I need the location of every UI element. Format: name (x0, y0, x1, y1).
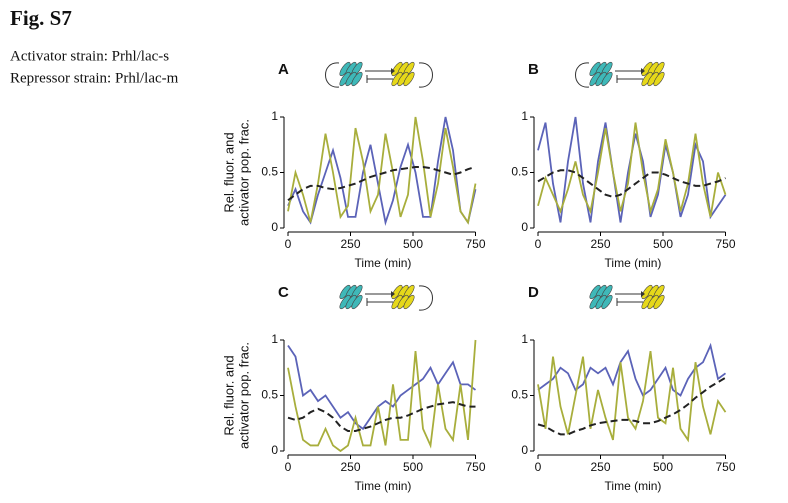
y-tick-label: 0 (521, 443, 528, 457)
cell (653, 71, 665, 87)
network-icon (325, 61, 433, 88)
x-tick-label: 500 (653, 237, 673, 251)
series-line (537, 122, 727, 218)
y-tick-label: 1 (271, 332, 278, 346)
x-tick-label: 500 (653, 460, 673, 474)
series-line (287, 116, 477, 226)
x-tick-label: 250 (340, 460, 360, 474)
x-tick-label: 250 (340, 237, 360, 251)
x-tick-label: 0 (285, 460, 292, 474)
x-tick-label: 250 (590, 237, 610, 251)
arrowhead (391, 291, 395, 297)
panel-label: B (528, 61, 539, 78)
arrowhead (641, 291, 645, 297)
x-tick-label: 250 (590, 460, 610, 474)
y-tick-label: 0.5 (511, 388, 528, 402)
x-tick-label: 0 (285, 237, 292, 251)
x-tick-label: 750 (465, 460, 485, 474)
y-tick-label: 0.5 (261, 165, 278, 179)
y-axis-label: activator pop. frac. (236, 342, 251, 449)
x-tick-label: 750 (465, 237, 485, 251)
y-tick-label: 0 (521, 220, 528, 234)
series-line (537, 350, 727, 443)
cell (403, 294, 415, 310)
y-tick-label: 0.5 (261, 388, 278, 402)
y-tick-label: 0 (271, 443, 278, 457)
strain-note: Activator strain: Prhl/lac-s (10, 48, 169, 64)
y-tick-label: 1 (521, 109, 528, 123)
arrowhead (391, 68, 395, 74)
y-tick-label: 0 (271, 220, 278, 234)
loop (418, 62, 433, 88)
panel-label: A (278, 61, 289, 78)
series-line (287, 116, 477, 225)
series-line (287, 345, 477, 431)
arrowhead (641, 68, 645, 74)
cell (653, 294, 665, 310)
network-icon (339, 284, 433, 311)
x-tick-label: 750 (715, 460, 735, 474)
series-line (537, 116, 727, 223)
loop (325, 62, 340, 88)
cell (351, 71, 363, 87)
x-axis-label: Time (min) (355, 256, 412, 270)
x-tick-label: 750 (715, 237, 735, 251)
series-line (287, 401, 476, 433)
x-tick-label: 500 (403, 237, 423, 251)
series-line (537, 376, 727, 436)
panel-label: D (528, 284, 539, 301)
x-tick-label: 0 (535, 460, 542, 474)
figure-title: Fig. S7 (10, 6, 72, 30)
y-tick-label: 1 (271, 109, 278, 123)
y-tick-label: 0.5 (511, 165, 528, 179)
series-line (287, 165, 476, 202)
x-axis-label: Time (min) (605, 479, 662, 493)
series-line (537, 169, 726, 198)
network-icon (589, 284, 665, 310)
cell (601, 71, 613, 87)
network-icon (575, 61, 665, 88)
panel-label: C (278, 284, 289, 301)
strain-note: Repressor strain: Prhl/lac-m (10, 70, 179, 86)
x-tick-label: 0 (535, 237, 542, 251)
series-line (287, 339, 477, 453)
x-axis-label: Time (min) (605, 256, 662, 270)
cell (403, 71, 415, 87)
cell (601, 294, 613, 310)
loop (575, 62, 590, 88)
y-axis-label: activator pop. frac. (236, 119, 251, 226)
x-tick-label: 500 (403, 460, 423, 474)
loop (418, 285, 433, 311)
y-axis-label: Rel. fluor. and (221, 355, 236, 435)
y-tick-label: 1 (521, 332, 528, 346)
cell (351, 294, 363, 310)
y-axis-label: Rel. fluor. and (221, 132, 236, 212)
x-axis-label: Time (min) (355, 479, 412, 493)
